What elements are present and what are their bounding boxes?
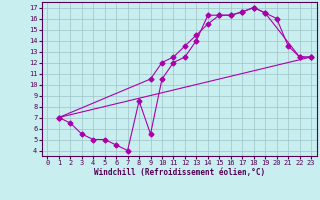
X-axis label: Windchill (Refroidissement éolien,°C): Windchill (Refroidissement éolien,°C) <box>94 168 265 177</box>
